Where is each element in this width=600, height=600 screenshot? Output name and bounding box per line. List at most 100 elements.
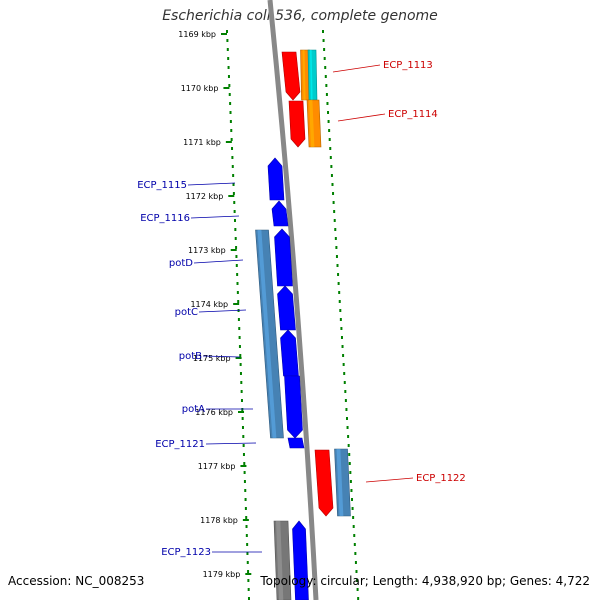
gene-potA xyxy=(284,375,303,439)
tick-dot xyxy=(342,354,345,357)
tick-dot xyxy=(334,228,337,231)
tick-dot xyxy=(339,318,342,321)
kbp-major-tick xyxy=(221,33,227,35)
tick-dot xyxy=(237,300,240,303)
tick-dot xyxy=(231,156,234,159)
tick-dot xyxy=(240,399,243,402)
tick-dot xyxy=(348,462,351,465)
tick-dot xyxy=(356,588,359,591)
gene-label[interactable]: potA xyxy=(182,404,205,415)
tick-dot xyxy=(247,597,250,600)
gene-label[interactable]: ECP_1115 xyxy=(137,180,187,191)
tick-dot xyxy=(247,588,250,591)
kbp-major-tick xyxy=(238,411,245,413)
tick-dot xyxy=(245,534,248,537)
tick-dot xyxy=(345,408,348,411)
tick-dot xyxy=(325,84,328,87)
tick-dot xyxy=(244,489,247,492)
label-leader-lines xyxy=(187,64,414,553)
gene-label[interactable]: ECP_1122 xyxy=(416,473,466,484)
tick-dot xyxy=(245,516,248,519)
kbp-major-tick xyxy=(242,519,249,521)
tick-dot xyxy=(228,93,231,96)
tick-dot xyxy=(241,408,244,411)
tick-dot xyxy=(350,489,353,492)
tick-dot xyxy=(233,219,236,222)
tick-dot xyxy=(341,345,344,348)
kbp-label: 1178 kbp xyxy=(200,516,238,525)
kbp-major-tick xyxy=(230,249,237,251)
kbp-label-group: 1169 kbp 1170 kbp 1171 kbp 1172 kbp 1173 kbp… xyxy=(178,30,252,579)
gene-label[interactable]: ECP_1121 xyxy=(155,439,205,450)
tick-dot xyxy=(235,264,238,267)
tick-dot xyxy=(339,309,342,312)
tick-dot xyxy=(246,552,249,555)
tick-dot xyxy=(325,93,328,96)
tick-dot xyxy=(336,264,339,267)
gene-gray xyxy=(273,520,292,600)
tick-dot xyxy=(234,237,237,240)
tick-dot xyxy=(335,246,338,249)
gene-ecp-1116 xyxy=(271,200,289,227)
left-tick-ring xyxy=(226,30,250,600)
tick-dot xyxy=(236,291,239,294)
tick-dot xyxy=(235,255,238,258)
tick-dot xyxy=(232,183,235,186)
tick-dot xyxy=(244,498,247,501)
tick-dot xyxy=(245,525,248,528)
tick-dot xyxy=(337,282,340,285)
tick-dot xyxy=(347,435,350,438)
tick-dot xyxy=(226,48,229,51)
tick-dot xyxy=(340,336,343,339)
tick-dot xyxy=(232,192,235,195)
tick-dot xyxy=(242,453,245,456)
gene-label[interactable]: ECP_1113 xyxy=(383,60,433,71)
tick-dot xyxy=(335,255,338,258)
tick-dot xyxy=(330,165,333,168)
tick-dot xyxy=(354,552,357,555)
gene-orange-2 xyxy=(306,99,322,148)
tick-dot xyxy=(237,318,240,321)
kbp-label: 1173 kbp xyxy=(188,246,226,255)
gene-label[interactable]: ECP_1114 xyxy=(388,109,438,120)
tick-dot xyxy=(227,75,230,78)
tick-dot xyxy=(236,282,239,285)
tick-dot xyxy=(229,111,232,114)
left-gene-labels: ECP_1115 ECP_1116 potD potC potB potA ECP_1121… xyxy=(137,180,211,558)
gene-label[interactable]: ECP_1116 xyxy=(140,213,190,224)
gene-steel-operon xyxy=(255,229,284,439)
tick-dot xyxy=(322,39,325,42)
tick-dot xyxy=(243,471,246,474)
tick-dot xyxy=(334,237,337,240)
tick-dot xyxy=(356,579,359,582)
tick-dot xyxy=(333,219,336,222)
tick-dot xyxy=(323,48,326,51)
leader-line xyxy=(187,182,236,186)
leader-line xyxy=(205,442,257,445)
tick-dot xyxy=(345,417,348,420)
tick-dot xyxy=(349,471,352,474)
tick-dot xyxy=(230,129,233,132)
tick-dot xyxy=(236,273,239,276)
gene-label[interactable]: potD xyxy=(169,258,193,269)
tick-dot xyxy=(230,138,233,141)
kbp-major-tick xyxy=(235,357,242,359)
tick-dot xyxy=(333,210,336,213)
tick-dot xyxy=(352,516,355,519)
kbp-label: 1169 kbp xyxy=(178,30,216,39)
gene-label[interactable]: potC xyxy=(175,307,198,318)
kbp-label: 1179 kbp xyxy=(203,570,241,579)
tick-dot xyxy=(239,363,242,366)
gene-ecp-1123 xyxy=(292,520,309,600)
gene-ecp-1115 xyxy=(267,157,285,201)
tick-dot xyxy=(246,561,249,564)
gene-label[interactable]: potB xyxy=(179,351,202,362)
tick-dot xyxy=(343,372,346,375)
gene-label[interactable]: ECP_1123 xyxy=(161,547,211,558)
tick-dot xyxy=(324,66,327,69)
kbp-label: 1172 kbp xyxy=(186,192,224,201)
tick-dot xyxy=(338,300,341,303)
kbp-major-tick xyxy=(225,141,232,143)
gene-ecp-1122 xyxy=(334,448,351,517)
tick-dot xyxy=(241,417,244,420)
